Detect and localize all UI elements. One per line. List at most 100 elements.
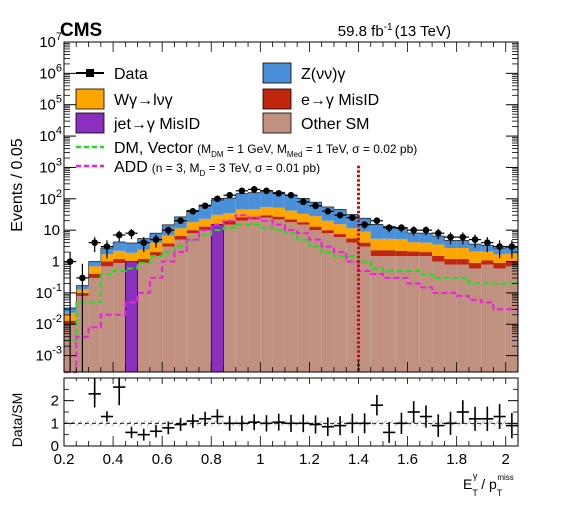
bar-othersm bbox=[321, 233, 334, 372]
data-point bbox=[447, 233, 454, 241]
bar-zvv bbox=[198, 205, 212, 219]
bar-egmisid bbox=[100, 261, 114, 267]
data-point bbox=[201, 202, 209, 210]
bar-othersm bbox=[260, 217, 273, 372]
bar-zvv bbox=[186, 210, 199, 223]
bar-jetmisid bbox=[125, 261, 138, 373]
bar-zvv bbox=[113, 241, 126, 251]
y-axis-label: Events / 0.05 bbox=[9, 138, 26, 231]
bar-egmisid bbox=[223, 220, 236, 225]
main-frame bbox=[63, 41, 519, 373]
bar-wg bbox=[432, 244, 445, 256]
bar-wg bbox=[395, 239, 408, 251]
bar-wg bbox=[211, 214, 224, 224]
bar-egmisid bbox=[481, 260, 494, 265]
data-point bbox=[226, 191, 233, 199]
bar-othersm bbox=[383, 255, 396, 372]
bar-zvv bbox=[272, 192, 285, 208]
data-point bbox=[128, 229, 135, 237]
bar-egmisid bbox=[407, 251, 420, 256]
bar-egmisid bbox=[370, 250, 384, 256]
legend-egmisid-swatch bbox=[262, 88, 292, 110]
data-point bbox=[79, 274, 86, 282]
bar-egmisid bbox=[186, 230, 199, 234]
bar-egmisid bbox=[321, 230, 334, 234]
data-point bbox=[238, 187, 246, 195]
bar-othersm bbox=[223, 224, 236, 372]
x-tick-label: 0.6 bbox=[152, 451, 173, 468]
x-tick-label: 1.4 bbox=[348, 451, 369, 468]
bar-zvv bbox=[432, 236, 445, 245]
bar-egmisid bbox=[419, 252, 433, 256]
data-point bbox=[385, 224, 393, 231]
legend-jetmisid-swatch bbox=[75, 112, 105, 134]
bar-zvv bbox=[260, 190, 273, 207]
bar-othersm bbox=[346, 242, 359, 372]
data-point bbox=[177, 217, 184, 225]
bar-egmisid bbox=[456, 259, 469, 265]
legend: Data Z(νν)γ Wγ→lνγ e→γ MisID jet→γ MisID… bbox=[75, 62, 417, 178]
bar-egmisid bbox=[235, 217, 249, 221]
legend-zvv-swatch bbox=[262, 62, 292, 84]
data-point bbox=[140, 239, 148, 246]
bar-wg bbox=[162, 235, 175, 244]
bar-wg bbox=[174, 228, 187, 237]
data-point bbox=[422, 226, 430, 234]
ratio-plot: 0 1 2 0.2 0.4 0.6 0.8 1 1.2 1.4 1.6 1.8 2 bbox=[51, 377, 519, 468]
legend-data-entry: Data bbox=[76, 66, 148, 83]
bar-egmisid bbox=[333, 234, 347, 238]
bar-egmisid bbox=[198, 226, 212, 231]
x-tick-label: 1.2 bbox=[299, 451, 320, 468]
y-tick-label: 1 bbox=[52, 254, 60, 271]
data-point bbox=[484, 239, 491, 246]
bar-othersm bbox=[444, 264, 457, 372]
y-ticks: 10-3 10-2 10-1 1 10 102 103 104 105 106 107 bbox=[36, 31, 518, 365]
y-tick-label: 103 bbox=[39, 156, 62, 176]
data-point bbox=[398, 224, 405, 231]
bar-zvv bbox=[223, 198, 236, 214]
y-tick-label: 106 bbox=[39, 62, 62, 82]
series-othersm bbox=[64, 217, 518, 372]
luminosity-label: 59.8 fb-1 (13 TeV) bbox=[338, 22, 451, 40]
data-point bbox=[115, 231, 123, 239]
x-ticks-main bbox=[63, 42, 519, 372]
x-tick-label: 0.4 bbox=[103, 451, 124, 468]
data-point bbox=[189, 207, 197, 215]
bar-egmisid bbox=[432, 255, 445, 262]
y-tick-label: 10-3 bbox=[36, 345, 62, 365]
bar-wg bbox=[186, 222, 199, 231]
bar-othersm bbox=[309, 230, 322, 372]
bar-wg bbox=[419, 242, 433, 253]
data-point bbox=[349, 214, 356, 221]
bar-zvv bbox=[395, 228, 408, 240]
experiment-label: CMS bbox=[60, 20, 102, 41]
legend-add-entry: ADD (n = 3, MD = 3 TeV, σ = 0.01 pb) bbox=[76, 159, 320, 178]
legend-wg-entry: Wγ→lνγ bbox=[75, 88, 173, 110]
y-tick-label: 107 bbox=[39, 31, 62, 51]
bar-egmisid bbox=[493, 262, 506, 269]
bar-zvv bbox=[88, 261, 101, 267]
bar-wg bbox=[248, 209, 261, 217]
data-point bbox=[324, 207, 332, 215]
data-point bbox=[508, 243, 516, 250]
bar-othersm bbox=[248, 219, 261, 372]
data-point bbox=[91, 239, 98, 246]
bar-othersm bbox=[113, 262, 126, 372]
bar-egmisid bbox=[88, 274, 101, 278]
bar-othersm bbox=[149, 255, 163, 372]
bar-egmisid bbox=[309, 226, 322, 231]
bar-egmisid bbox=[149, 252, 163, 256]
bar-zvv bbox=[248, 192, 261, 210]
bar-wg bbox=[235, 209, 249, 218]
bar-zvv bbox=[125, 242, 138, 253]
data-point bbox=[373, 217, 381, 225]
bar-zvv bbox=[407, 233, 420, 243]
signal-add bbox=[64, 214, 518, 373]
bar-zvv bbox=[468, 244, 482, 252]
series-jetmisid-spikes bbox=[125, 224, 224, 373]
bar-othersm bbox=[162, 246, 175, 372]
bar-othersm bbox=[284, 222, 298, 372]
legend-zvv-label: Z(νν)γ bbox=[301, 66, 345, 83]
bar-egmisid bbox=[395, 250, 408, 256]
